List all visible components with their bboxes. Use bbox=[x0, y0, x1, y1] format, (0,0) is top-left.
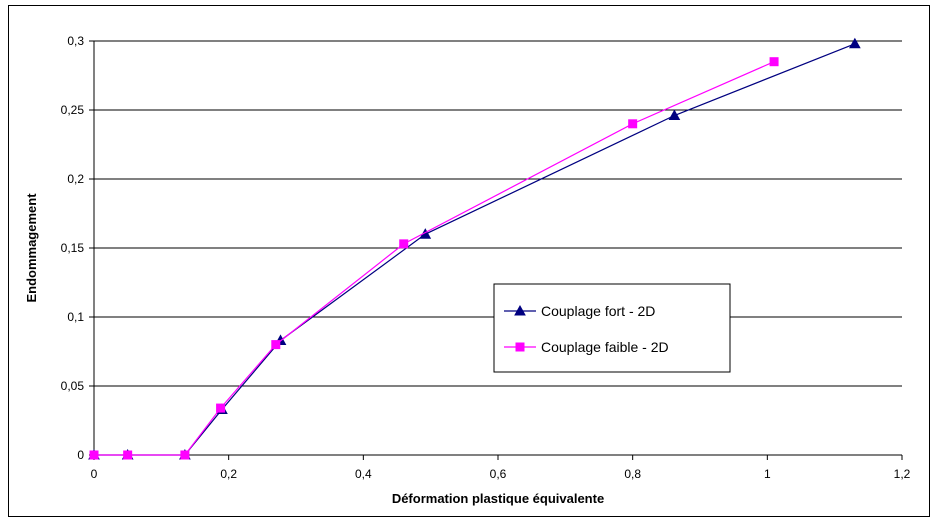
y-tick-label: 0,05 bbox=[61, 379, 85, 393]
data-point bbox=[271, 340, 281, 350]
y-tick-label: 0 bbox=[77, 448, 84, 462]
x-tick-label: 0,6 bbox=[490, 467, 507, 481]
y-tick-label: 0,3 bbox=[67, 34, 84, 48]
legend-item: Couplage fort - 2D bbox=[504, 303, 655, 319]
legend-marker bbox=[515, 342, 525, 352]
data-point bbox=[123, 450, 133, 460]
series-1 bbox=[88, 37, 861, 460]
x-tick-label: 1,2 bbox=[894, 467, 911, 481]
data-point bbox=[849, 37, 861, 49]
series-group bbox=[88, 37, 861, 460]
data-point bbox=[769, 57, 779, 67]
gridlines bbox=[94, 40, 902, 387]
data-point bbox=[399, 239, 409, 249]
legend-label: Couplage faible - 2D bbox=[541, 339, 669, 355]
x-axis-title: Déformation plastique équivalente bbox=[392, 491, 604, 506]
line-chart: 0 0,05 0,1 0,15 0,2 0,25 0,3 0 0,2 0,4 0,6 0,8 1 1,2… bbox=[24, 34, 911, 506]
series-2 bbox=[89, 57, 779, 460]
y-tick-label: 0,15 bbox=[61, 241, 85, 255]
y-axis-title: Endommagement bbox=[24, 193, 39, 303]
legend-marker bbox=[514, 304, 526, 316]
axes bbox=[89, 40, 903, 460]
x-tick-label: 0,4 bbox=[355, 467, 372, 481]
legend: Couplage fort - 2D Couplage faible - 2D bbox=[493, 283, 731, 373]
data-point bbox=[628, 119, 638, 129]
legend-box bbox=[493, 283, 731, 373]
series-line bbox=[94, 61, 775, 456]
y-tick-labels: 0 0,05 0,1 0,15 0,2 0,25 0,3 bbox=[61, 34, 85, 462]
legend-label: Couplage fort - 2D bbox=[541, 303, 655, 319]
x-tick-labels: 0 0,2 0,4 0,6 0,8 1 1,2 bbox=[91, 467, 911, 481]
data-point bbox=[668, 109, 681, 121]
series-line bbox=[94, 43, 856, 456]
x-tick-label: 0 bbox=[91, 467, 98, 481]
x-tick-label: 0,8 bbox=[624, 467, 641, 481]
data-point bbox=[89, 450, 99, 460]
data-point bbox=[216, 403, 226, 413]
y-tick-label: 0,2 bbox=[67, 172, 84, 186]
legend-item: Couplage faible - 2D bbox=[504, 339, 669, 355]
x-tick-label: 1 bbox=[764, 467, 771, 481]
x-tick-label: 0,2 bbox=[220, 467, 237, 481]
data-point bbox=[180, 450, 190, 460]
chart-frame: 0 0,05 0,1 0,15 0,2 0,25 0,3 0 0,2 0,4 0,6 0,8 1 1,2… bbox=[8, 5, 930, 517]
y-tick-label: 0,25 bbox=[61, 103, 85, 117]
y-tick-label: 0,1 bbox=[67, 310, 84, 324]
